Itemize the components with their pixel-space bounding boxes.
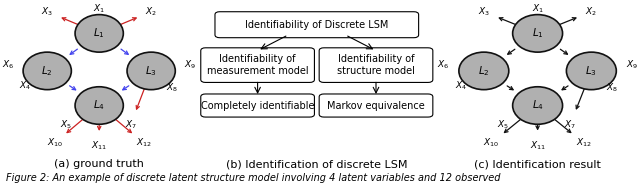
Text: (b) Identification of discrete LSM: (b) Identification of discrete LSM xyxy=(226,159,408,169)
FancyBboxPatch shape xyxy=(201,94,314,117)
FancyBboxPatch shape xyxy=(319,48,433,83)
Text: $X_{11}$: $X_{11}$ xyxy=(91,140,108,152)
Text: $L_2$: $L_2$ xyxy=(42,64,53,78)
Text: $X_3$: $X_3$ xyxy=(478,6,490,18)
Circle shape xyxy=(566,52,616,90)
Text: $X_5$: $X_5$ xyxy=(497,118,509,131)
Text: $X_9$: $X_9$ xyxy=(625,59,638,71)
Text: $X_{12}$: $X_{12}$ xyxy=(136,137,152,149)
Text: $L_3$: $L_3$ xyxy=(586,64,597,78)
FancyBboxPatch shape xyxy=(215,12,419,38)
Text: (c) Identification result: (c) Identification result xyxy=(474,159,601,169)
Circle shape xyxy=(127,52,175,90)
Text: $X_7$: $X_7$ xyxy=(125,118,137,131)
Text: $L_2$: $L_2$ xyxy=(478,64,490,78)
Text: $X_5$: $X_5$ xyxy=(60,118,72,131)
FancyBboxPatch shape xyxy=(201,48,314,83)
Text: $X_7$: $X_7$ xyxy=(564,118,576,131)
Text: $X_6$: $X_6$ xyxy=(437,59,450,71)
Text: $L_4$: $L_4$ xyxy=(532,99,543,112)
Circle shape xyxy=(75,15,124,52)
Text: $X_4$: $X_4$ xyxy=(454,79,467,92)
Circle shape xyxy=(75,87,124,124)
Circle shape xyxy=(23,52,72,90)
Text: $X_8$: $X_8$ xyxy=(166,82,178,95)
Text: $X_{10}$: $X_{10}$ xyxy=(47,137,63,149)
Text: $X_4$: $X_4$ xyxy=(19,79,31,92)
Text: Identifiability of
measurement model: Identifiability of measurement model xyxy=(207,54,308,76)
Text: Identifiability of Discrete LSM: Identifiability of Discrete LSM xyxy=(245,20,388,30)
Text: $X_2$: $X_2$ xyxy=(586,6,597,18)
Text: $X_8$: $X_8$ xyxy=(607,82,618,95)
FancyBboxPatch shape xyxy=(319,94,433,117)
Text: Markov equivalence: Markov equivalence xyxy=(327,100,425,110)
Text: (a) ground truth: (a) ground truth xyxy=(54,159,144,169)
Text: $L_4$: $L_4$ xyxy=(93,99,105,112)
Text: $L_3$: $L_3$ xyxy=(145,64,157,78)
Text: $X_1$: $X_1$ xyxy=(532,3,543,15)
Text: $X_3$: $X_3$ xyxy=(41,6,53,18)
Text: $X_{10}$: $X_{10}$ xyxy=(483,137,500,149)
Text: $X_6$: $X_6$ xyxy=(2,59,15,71)
Text: Figure 2: An example of discrete latent structure model involving 4 latent varia: Figure 2: An example of discrete latent … xyxy=(6,173,501,183)
Text: Completely identifiable: Completely identifiable xyxy=(201,100,314,110)
Text: $X_{11}$: $X_{11}$ xyxy=(529,140,546,152)
Circle shape xyxy=(513,87,563,124)
Text: $L_1$: $L_1$ xyxy=(532,26,543,40)
Text: $L_1$: $L_1$ xyxy=(93,26,105,40)
Text: Identifiability of
structure model: Identifiability of structure model xyxy=(337,54,415,76)
Circle shape xyxy=(459,52,509,90)
Text: $X_1$: $X_1$ xyxy=(93,3,105,15)
Circle shape xyxy=(513,15,563,52)
Text: $X_2$: $X_2$ xyxy=(145,6,157,18)
Text: $X_9$: $X_9$ xyxy=(184,59,196,71)
Text: $X_{12}$: $X_{12}$ xyxy=(576,137,591,149)
